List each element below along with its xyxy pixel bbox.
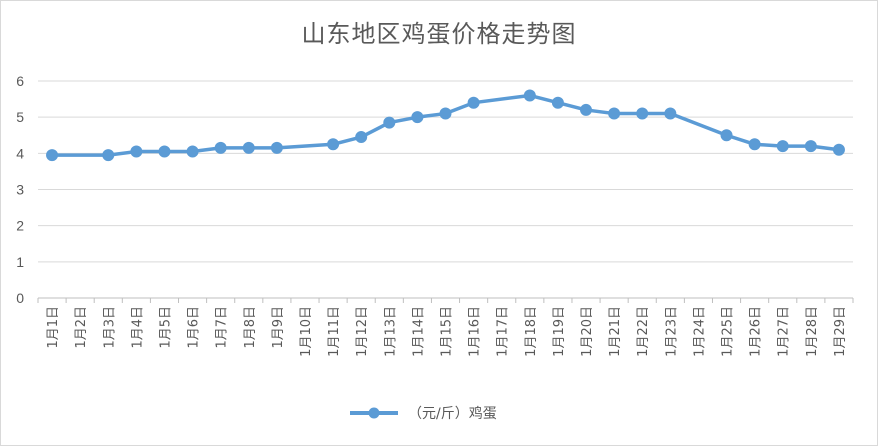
data-point: [355, 131, 368, 144]
y-tick-label: 2: [16, 218, 24, 234]
y-tick-label: 1: [16, 254, 24, 270]
x-tick-label: 1月1日: [46, 306, 61, 349]
data-point: [158, 145, 171, 158]
data-point: [270, 141, 283, 154]
x-tick-label: 1月13日: [383, 306, 398, 357]
y-tick-label: 3: [16, 182, 24, 198]
data-point: [186, 145, 199, 158]
x-tick-label: 1月5日: [158, 306, 173, 349]
data-point: [636, 107, 649, 120]
data-point: [439, 107, 452, 120]
data-point: [467, 96, 480, 109]
x-tick-label: 1月7日: [215, 306, 230, 349]
data-point: [383, 116, 396, 129]
legend-label: （元/斤）鸡蛋: [408, 406, 497, 422]
x-tick-label: 1月17日: [496, 306, 511, 357]
data-point: [214, 141, 227, 154]
x-tick-label: 1月9日: [271, 306, 286, 349]
x-tick-label: 1月2日: [74, 306, 89, 349]
data-point: [748, 138, 761, 151]
series-line: [50, 93, 841, 157]
x-tick-label: 1月15日: [440, 306, 455, 357]
data-point: [608, 107, 621, 120]
x-tick-label: 1月6日: [187, 306, 202, 349]
x-tick-label: 1月14日: [411, 306, 426, 357]
data-point: [832, 143, 845, 156]
x-tick-label: 1月25日: [721, 306, 736, 357]
x-tick-label: 1月22日: [636, 306, 651, 357]
x-tick-label: 1月23日: [664, 306, 679, 357]
y-tick-label: 5: [16, 109, 24, 125]
data-point: [776, 140, 789, 153]
x-tick-label: 1月12日: [355, 306, 370, 357]
y-tick-label: 4: [16, 145, 24, 161]
y-tick-label: 0: [16, 290, 24, 306]
x-tick-label: 1月20日: [580, 306, 595, 357]
x-tick-label: 1月4日: [130, 306, 145, 349]
data-point: [523, 89, 536, 102]
data-point: [411, 111, 424, 124]
x-tick-label: 1月16日: [468, 306, 483, 357]
x-tick-label: 1月27日: [777, 306, 792, 357]
x-tick-label: 1月29日: [833, 306, 848, 357]
legend-swatch-icon: [348, 401, 400, 425]
y-tick-label: 6: [16, 73, 24, 89]
data-point: [551, 96, 564, 109]
x-tick-label: 1月11日: [327, 306, 342, 357]
x-tick-label: 1月21日: [608, 306, 623, 357]
data-point: [130, 145, 143, 158]
x-tick-label: 1月19日: [552, 306, 567, 357]
data-point: [46, 149, 59, 162]
data-point: [242, 141, 255, 154]
x-tick-label: 1月3日: [102, 306, 117, 349]
data-point: [720, 129, 733, 142]
data-point: [664, 107, 677, 120]
data-point: [102, 149, 115, 162]
x-tick-label: 1月26日: [749, 306, 764, 357]
x-tick-label: 1月28日: [805, 306, 820, 357]
x-tick-label: 1月18日: [524, 306, 539, 357]
legend: （元/斤）鸡蛋: [0, 401, 878, 425]
data-point: [804, 140, 817, 153]
data-point: [580, 103, 593, 116]
data-point: [327, 138, 340, 151]
chart-title: 山东地区鸡蛋价格走势图: [301, 20, 577, 48]
x-tick-label: 1月10日: [299, 306, 314, 357]
x-tick-label: 1月8日: [243, 306, 258, 349]
x-tick-label: 1月24日: [692, 306, 707, 357]
